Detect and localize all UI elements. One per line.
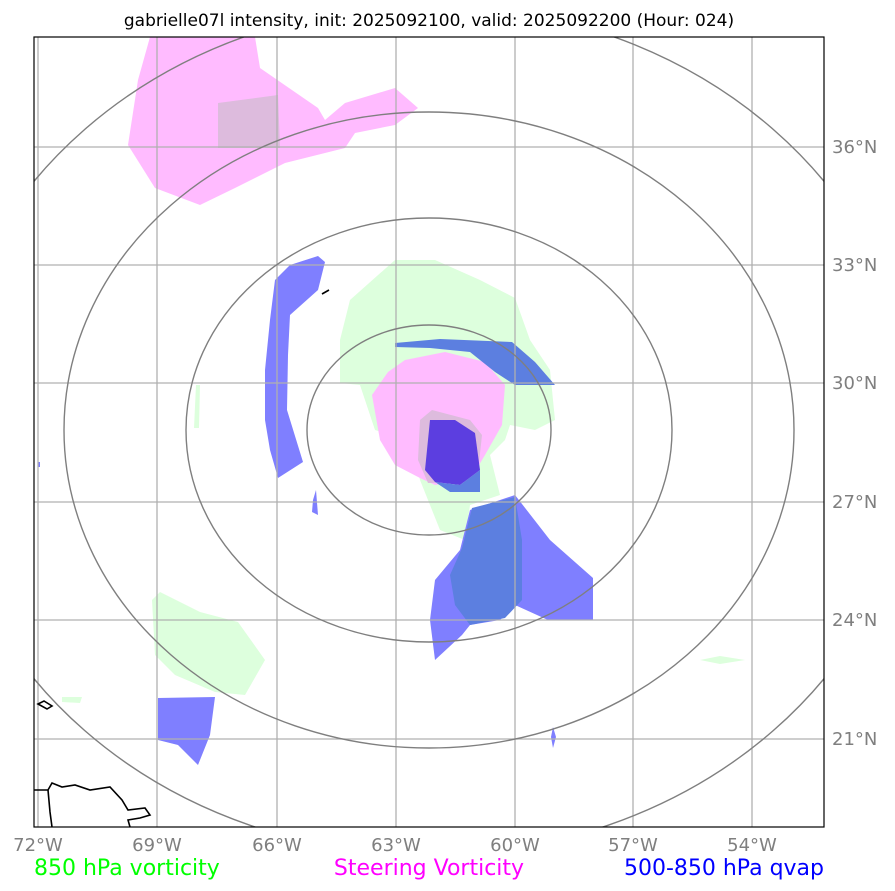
map-area — [34, 37, 824, 827]
qvap-west-band — [265, 256, 325, 478]
map-frame — [33, 36, 825, 828]
range-ring-3 — [63, 111, 795, 749]
lon-label: 57°W — [608, 835, 658, 856]
coastlines — [34, 289, 330, 827]
range-ring-1 — [306, 324, 552, 536]
range-ring-2 — [185, 217, 673, 643]
vorticity-850-south — [152, 592, 265, 695]
qvap-small-east — [551, 727, 556, 748]
coastline-islet — [36, 700, 54, 710]
legend-steering-vorticity: Steering Vorticity — [334, 856, 524, 881]
lat-label: 27°N — [832, 492, 877, 513]
lon-label: 66°W — [252, 835, 302, 856]
qvap-southwest — [158, 697, 215, 765]
lat-label: 30°N — [832, 373, 877, 394]
gridlines — [34, 37, 824, 827]
lon-label: 60°W — [490, 835, 540, 856]
vorticity-850-sliver-east — [700, 656, 745, 664]
coastline-hispaniola — [34, 781, 152, 827]
legend-qvap: 500-850 hPa qvap — [624, 856, 824, 881]
qvap-core-ring — [435, 470, 480, 492]
lat-label: 33°N — [832, 255, 877, 276]
vorticity-850-sliver-sw — [62, 697, 82, 703]
lon-label: 72°W — [13, 835, 63, 856]
lat-label: 24°N — [832, 610, 877, 631]
lon-label: 63°W — [371, 835, 421, 856]
coastline-bermuda — [321, 289, 330, 295]
lon-label: 54°W — [727, 835, 777, 856]
vorticity-850-layer — [62, 260, 745, 703]
longitude-labels: 72°W 69°W 66°W 63°W 60°W 57°W 54°W — [13, 835, 777, 856]
lat-label: 21°N — [832, 729, 877, 750]
steering-vorticity-north-overlap — [218, 95, 280, 148]
qvap-core — [425, 420, 480, 485]
vorticity-850-sliver-west — [194, 385, 200, 428]
lon-label: 69°W — [132, 835, 182, 856]
figure-title: gabrielle07l intensity, init: 2025092100… — [124, 11, 734, 31]
legend-850-vorticity: 850 hPa vorticity — [34, 856, 220, 881]
lat-label: 36°N — [832, 137, 877, 158]
latitude-labels: 36°N 33°N 30°N 27°N 24°N 21°N — [832, 137, 877, 750]
range-rings — [34, 37, 824, 827]
coastline-hispaniola-west — [47, 789, 53, 827]
